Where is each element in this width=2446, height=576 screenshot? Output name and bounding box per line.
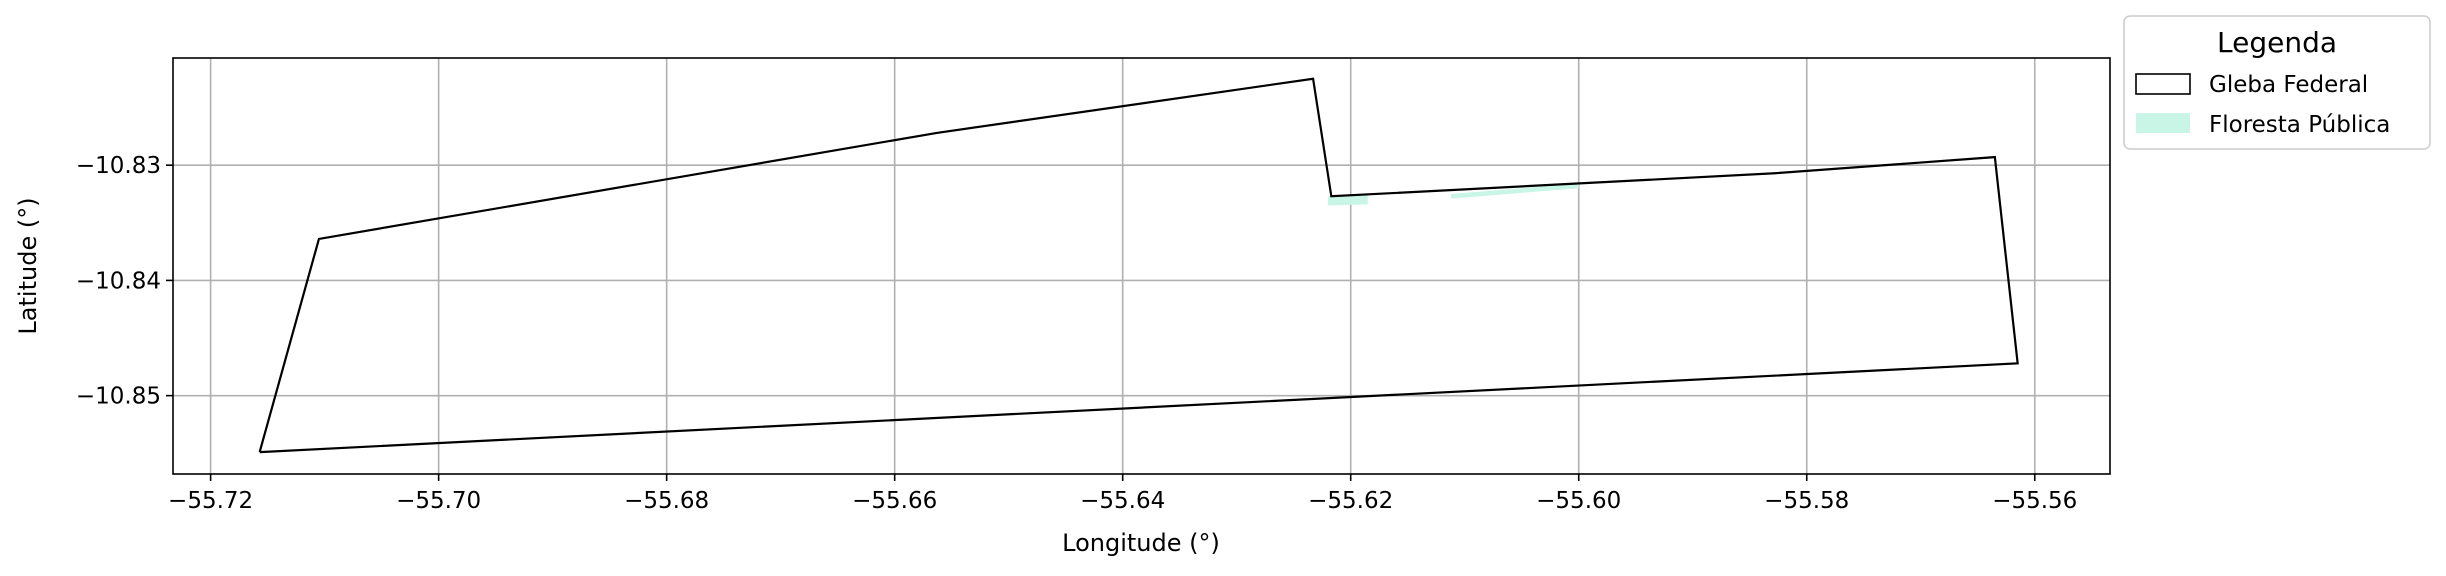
plot-area [173,58,2110,474]
y-tick-label: −10.84 [76,268,161,294]
y-axis-label: Latitude (°) [14,197,42,334]
y-tick-label: −10.83 [76,153,161,179]
legend: Legenda Gleba Federal Floresta Pública [2123,15,2431,150]
gleba-federal-layer [258,77,2019,454]
legend-title: Legenda [2217,26,2337,59]
legend-label-floresta-publica: Floresta Pública [2209,112,2390,138]
plot-frame [172,57,2111,475]
x-tick-label: −55.56 [1992,488,2077,514]
legend-swatch-gleba-federal [2135,73,2191,95]
y-tick-label: −10.85 [76,384,161,410]
legend-box [2123,15,2431,150]
x-tick-label: −55.62 [1308,488,1393,514]
x-tick-label: −55.66 [852,488,937,514]
vertical-gridlines [209,58,2036,474]
y-axis-ticks: −10.83 −10.84 −10.85 [76,153,173,410]
x-axis-label: Longitude (°) [1062,529,1220,557]
x-tick-label: −55.72 [168,488,253,514]
legend-swatch-floresta-publica [2136,113,2190,133]
gleba-federal-polygon [258,77,2019,454]
x-tick-label: −55.70 [396,488,481,514]
floresta-publica-polygon [1451,183,1579,199]
x-tick-label: −55.58 [1764,488,1849,514]
horizontal-gridlines [173,164,2110,397]
x-tick-label: −55.64 [1080,488,1165,514]
x-tick-label: −55.68 [624,488,709,514]
x-tick-label: −55.60 [1536,488,1621,514]
x-axis-ticks: −55.72 −55.70 −55.68 −55.66 −55.64 −55.62 −55.… [168,474,2077,514]
legend-label-gleba-federal: Gleba Federal [2209,72,2368,98]
